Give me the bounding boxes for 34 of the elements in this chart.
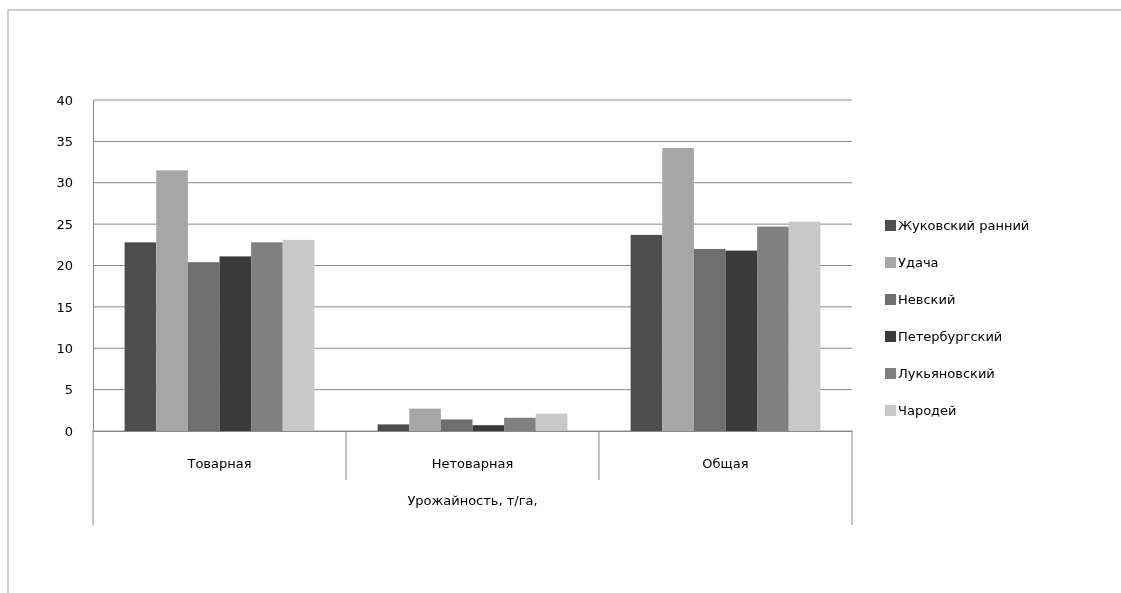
legend-label: Чародей (898, 403, 957, 418)
y-tick-label: 20 (56, 258, 73, 274)
x-axis-title: Урожайность, т/га, (407, 493, 538, 508)
bar (630, 234, 663, 431)
bar (788, 221, 821, 431)
bar (282, 239, 315, 431)
y-tick-label: 35 (56, 134, 73, 150)
y-tick-label: 25 (56, 216, 73, 232)
y-tick-label: 15 (56, 299, 73, 315)
bar (693, 248, 726, 431)
legend-label: Петербургский (898, 329, 1003, 344)
bar (187, 262, 220, 431)
bar (535, 413, 568, 431)
bar (472, 425, 505, 431)
bar (219, 256, 252, 431)
bar (124, 242, 157, 431)
bar (377, 424, 410, 431)
legend-label: Жуковский ранний (898, 218, 1030, 233)
y-tick-label: 5 (64, 382, 73, 398)
y-tick-label: 40 (56, 92, 73, 108)
y-tick-label: 30 (56, 175, 73, 191)
bar (440, 419, 473, 431)
y-tick-label: 10 (56, 340, 73, 356)
bar (156, 170, 188, 431)
x-tick-label: Нетоварная (431, 456, 514, 472)
y-tick-label: 0 (64, 423, 73, 439)
bar (662, 148, 694, 431)
legend-label: Лукьяновский (898, 366, 995, 381)
x-tick-label: Общая (702, 456, 749, 472)
legend-label: Удача (898, 255, 939, 270)
bar (725, 250, 758, 431)
x-tick-label: Товарная (186, 456, 252, 472)
bar (409, 408, 441, 431)
legend-label: Невский (898, 292, 956, 307)
